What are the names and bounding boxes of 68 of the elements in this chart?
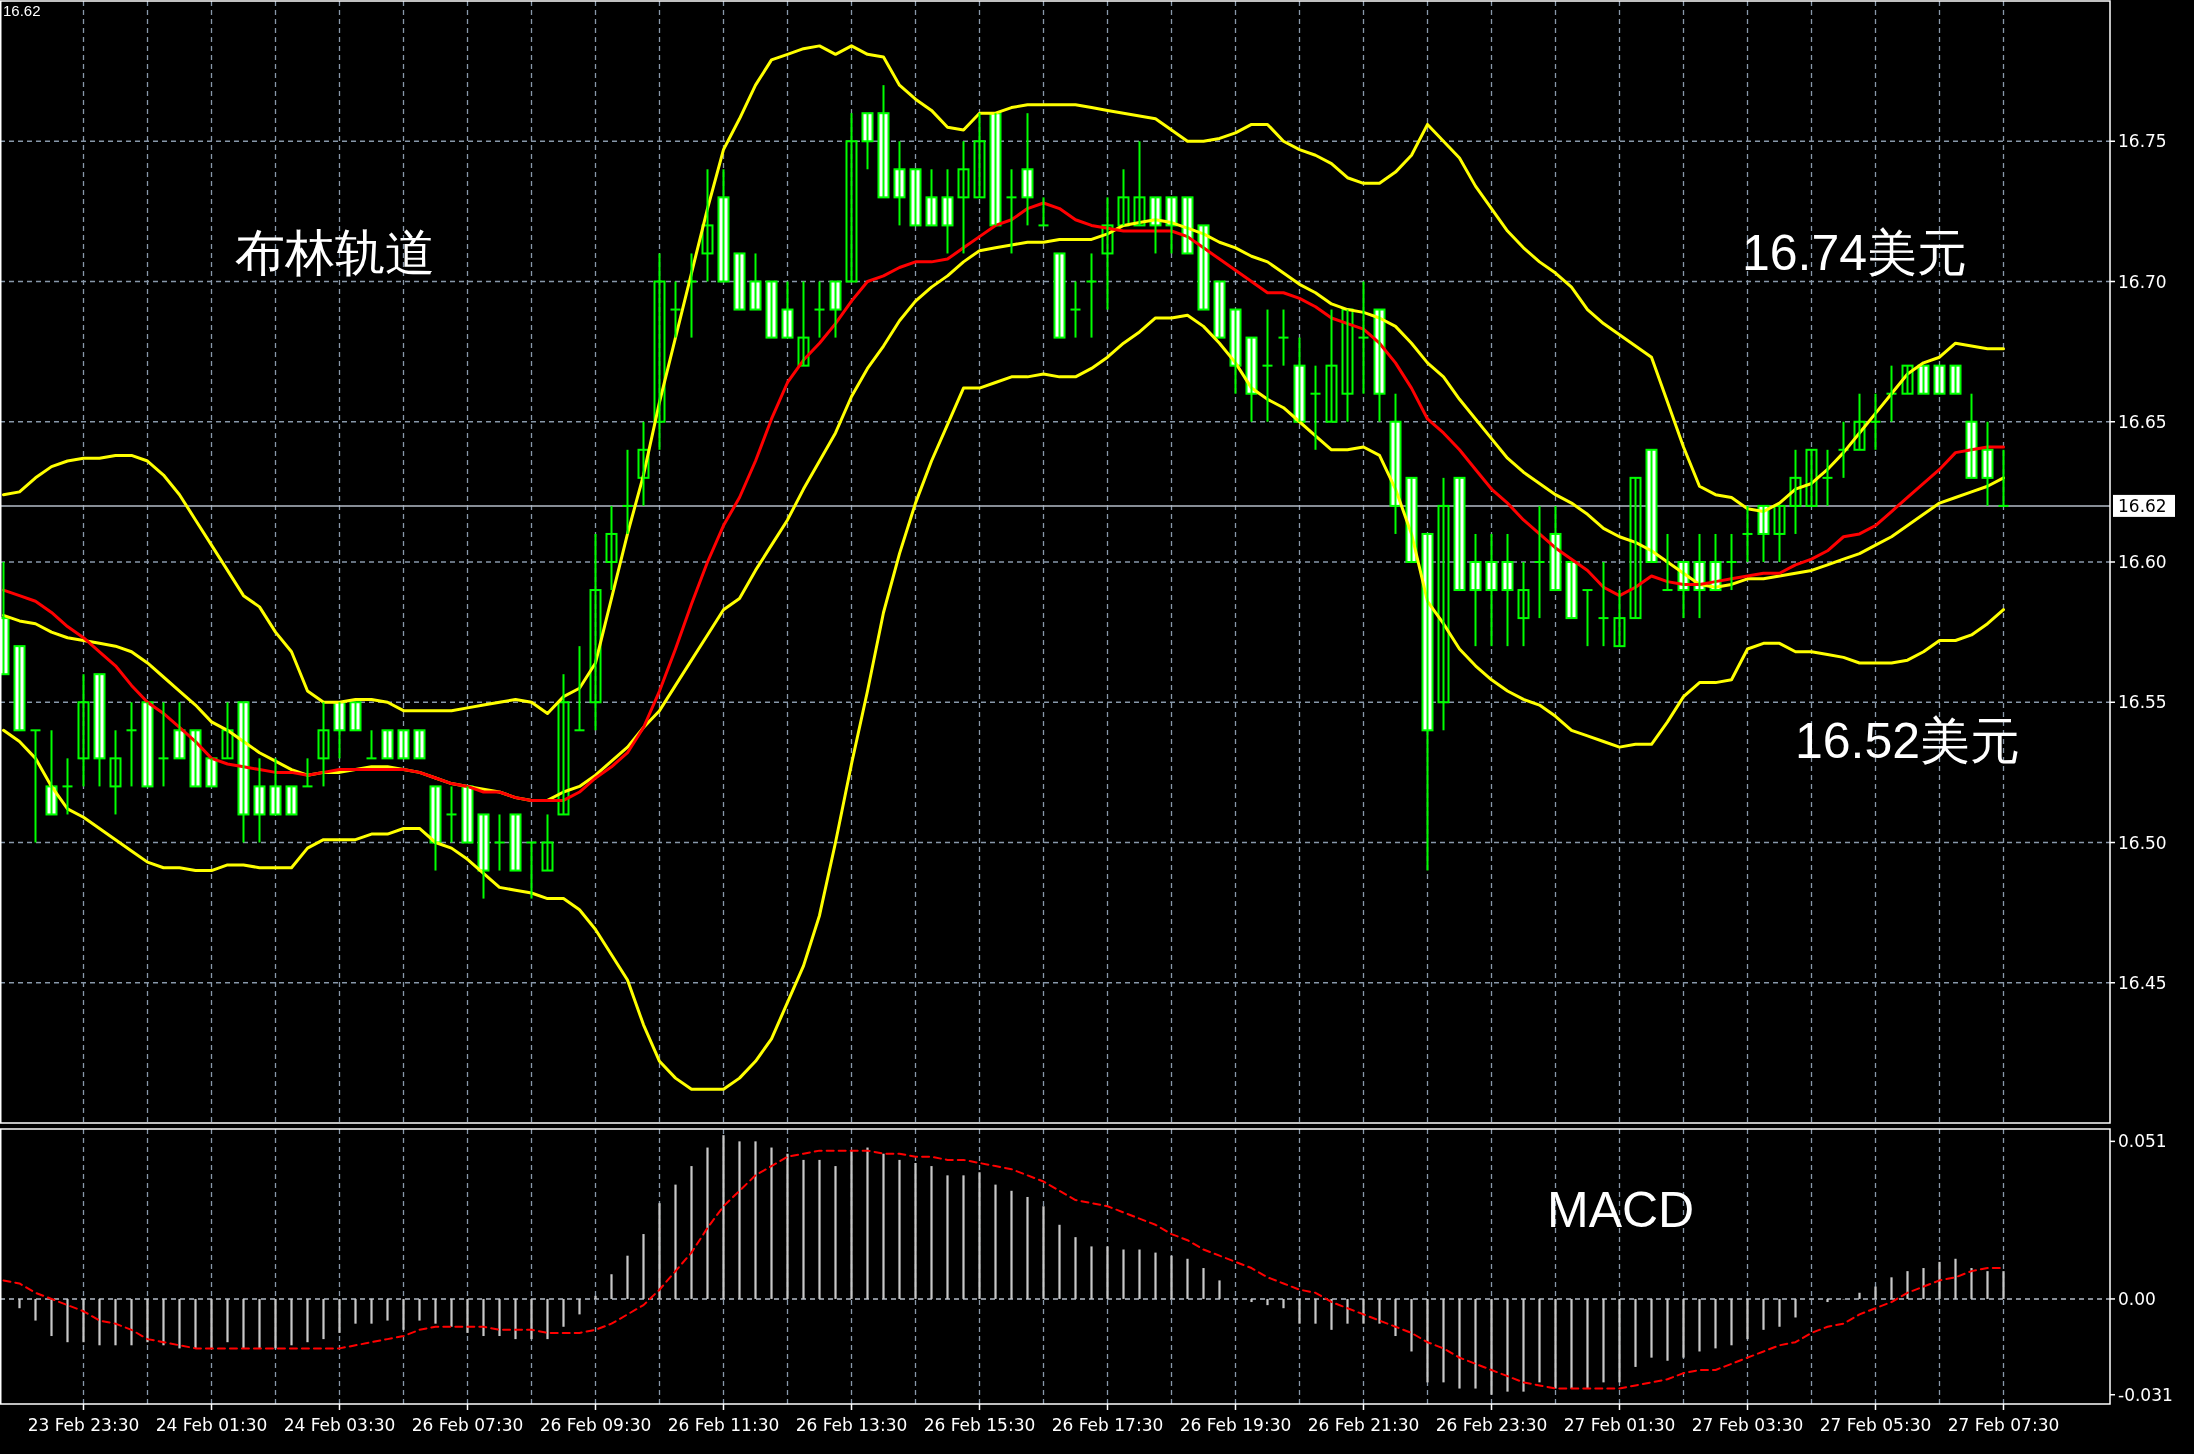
candlestick	[1581, 589, 1594, 648]
candlestick	[1341, 308, 1354, 423]
x-tick-label: 26 Feb 07:30	[411, 1415, 524, 1435]
y-tick-label: 16.70	[2118, 271, 2167, 292]
annotation: 布林轨道	[235, 225, 435, 281]
annotation: MACD	[1547, 1182, 1695, 1238]
y-tick-label: 16.65	[2118, 411, 2167, 432]
annotation: 16.52美元	[1795, 713, 2021, 769]
candlestick	[1101, 196, 1114, 311]
candlestick	[845, 112, 858, 283]
candlestick	[797, 280, 810, 367]
candlestick	[541, 813, 554, 872]
candlestick	[1789, 448, 1802, 535]
x-tick-label: 26 Feb 17:30	[1051, 1415, 1164, 1435]
x-tick-label: 27 Feb 07:30	[1947, 1415, 2060, 1435]
y-tick-label: 0.051	[2118, 1131, 2167, 1152]
y-tick-label: 16.50	[2118, 832, 2167, 853]
candlestick	[525, 841, 538, 900]
candlestick	[365, 729, 378, 760]
annotation: 16.62	[3, 2, 41, 19]
candlestick	[1517, 561, 1530, 648]
candlestick	[1661, 532, 1674, 592]
candlestick	[29, 729, 42, 844]
candlestick	[1613, 589, 1626, 648]
x-tick-label: 24 Feb 03:30	[283, 1415, 396, 1435]
candlestick	[1997, 448, 2010, 507]
candlestick	[301, 757, 314, 788]
candlestick	[653, 252, 666, 451]
x-tick-label: 23 Feb 23:30	[27, 1415, 140, 1435]
annotation: 16.74美元	[1742, 225, 1968, 281]
candlestick	[109, 729, 122, 816]
y-tick-label: 16.45	[2118, 972, 2167, 993]
candlestick	[701, 168, 714, 283]
x-tick-label: 26 Feb 09:30	[539, 1415, 652, 1435]
candlestick	[557, 673, 570, 816]
y-tick-label: 16.60	[2118, 552, 2167, 572]
x-tick-label: 26 Feb 23:30	[1435, 1415, 1548, 1435]
candlestick	[221, 701, 234, 760]
x-tick-label: 27 Feb 03:30	[1691, 1415, 1804, 1435]
x-tick-label: 26 Feb 13:30	[795, 1415, 908, 1435]
y-tick-label: 16.75	[2118, 131, 2167, 152]
x-tick-label: 26 Feb 11:30	[667, 1415, 780, 1435]
candlestick	[973, 112, 986, 199]
x-tick-label: 26 Feb 19:30	[1179, 1415, 1292, 1435]
candlestick	[1133, 140, 1146, 227]
y-tick-label: 16.55	[2118, 692, 2167, 713]
y-tick-label: -0.031	[2118, 1384, 2173, 1405]
candlestick	[1773, 504, 1786, 563]
x-tick-label: 24 Feb 01:30	[155, 1415, 268, 1435]
ref-line-label: 16.62	[2118, 495, 2167, 516]
x-tick-label: 27 Feb 01:30	[1563, 1415, 1676, 1435]
x-tick-label: 26 Feb 15:30	[923, 1415, 1036, 1435]
candlestick	[77, 673, 90, 788]
candlestick	[957, 140, 970, 255]
candlestick	[573, 645, 586, 732]
candlestick	[1117, 168, 1130, 227]
ref-line-label: 16.62	[2113, 494, 2175, 517]
candlestick	[317, 701, 330, 788]
candlestick	[637, 420, 650, 507]
candlestick	[1037, 196, 1050, 227]
x-tick-label: 26 Feb 21:30	[1307, 1415, 1420, 1435]
candlestick	[589, 532, 602, 732]
y-tick-label: 0.00	[2118, 1288, 2156, 1309]
candlestick	[1325, 308, 1338, 423]
candlestick	[1853, 392, 1866, 451]
candlestick	[605, 504, 618, 592]
x-tick-label: 27 Feb 05:30	[1819, 1415, 1932, 1435]
candlestick	[1437, 476, 1450, 732]
